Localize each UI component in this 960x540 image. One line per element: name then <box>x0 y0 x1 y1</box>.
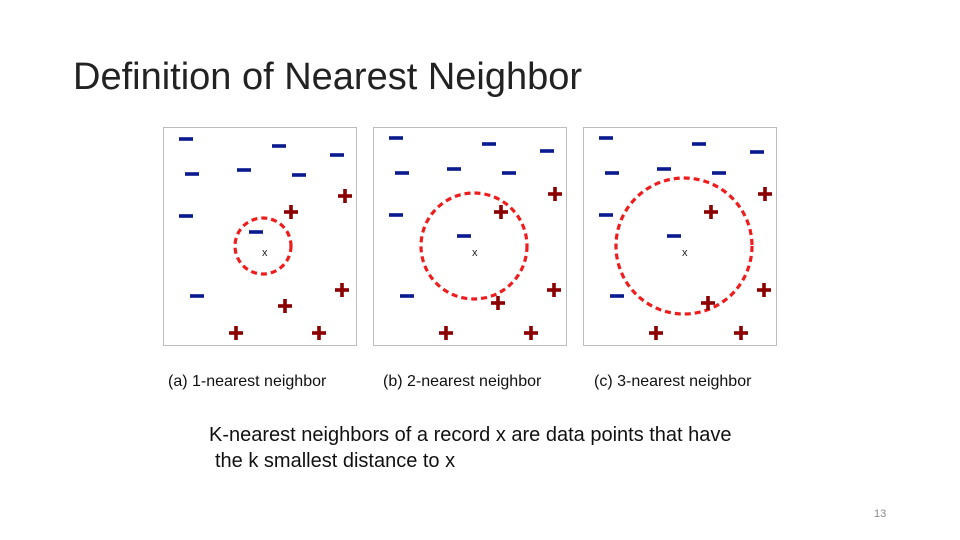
minus-point <box>330 153 344 157</box>
minus-point <box>237 168 251 172</box>
plus-point <box>312 326 326 340</box>
plus-point <box>734 326 748 340</box>
plus-point <box>229 326 243 340</box>
minus-point <box>249 230 263 234</box>
plus-point <box>649 326 663 340</box>
panel-1nn-plot: x <box>179 137 352 340</box>
plus-point <box>757 283 771 297</box>
panel-2nn-plot: x <box>389 136 562 340</box>
plus-point <box>704 205 718 219</box>
minus-point <box>447 167 461 171</box>
minus-point <box>599 136 613 140</box>
panel-3nn: x <box>583 127 777 346</box>
plus-point <box>494 205 508 219</box>
minus-point <box>540 149 554 153</box>
caption-3nn: (c) 3-nearest neighbor <box>594 373 752 390</box>
definition-line-1: K-nearest neighbors of a record x are da… <box>209 424 732 446</box>
plus-point <box>701 296 715 310</box>
slide-title: Definition of Nearest Neighbor <box>73 56 583 98</box>
query-point-label: x <box>472 247 478 259</box>
caption-1nn: (a) 1-nearest neighbor <box>168 373 327 390</box>
minus-point <box>292 173 306 177</box>
plus-point <box>335 283 349 297</box>
minus-point <box>389 213 403 217</box>
minus-point <box>395 171 409 175</box>
minus-point <box>610 294 624 298</box>
minus-point <box>599 213 613 217</box>
plus-point <box>491 296 505 310</box>
plus-point <box>284 205 298 219</box>
definition-text: K-nearest neighbors of a record x are da… <box>209 422 732 474</box>
definition-line-2: the k smallest distance to x <box>215 450 456 472</box>
panel-3nn-plot: x <box>599 136 772 340</box>
plus-point <box>547 283 561 297</box>
minus-point <box>605 171 619 175</box>
neighborhood-circle <box>419 191 529 301</box>
plus-point <box>278 299 292 313</box>
minus-point <box>502 171 516 175</box>
plus-point <box>548 187 562 201</box>
page-number: 13 <box>874 508 887 520</box>
minus-point <box>272 144 286 148</box>
minus-point <box>692 142 706 146</box>
minus-point <box>400 294 414 298</box>
minus-point <box>389 136 403 140</box>
minus-point <box>179 214 193 218</box>
minus-point <box>185 172 199 176</box>
query-point-label: x <box>262 247 268 259</box>
caption-2nn: (b) 2-nearest neighbor <box>383 373 542 390</box>
minus-point <box>667 234 681 238</box>
plus-point <box>758 187 772 201</box>
panel-1nn: x <box>163 127 357 346</box>
minus-point <box>179 137 193 141</box>
plus-point <box>524 326 538 340</box>
minus-point <box>750 150 764 154</box>
plus-point <box>439 326 453 340</box>
neighborhood-circle <box>614 176 754 316</box>
panel-2nn: x <box>373 127 567 346</box>
minus-point <box>482 142 496 146</box>
query-point-label: x <box>682 247 688 259</box>
neighborhood-circle <box>233 216 293 276</box>
minus-point <box>712 171 726 175</box>
plus-point <box>338 189 352 203</box>
minus-point <box>657 167 671 171</box>
minus-point <box>190 294 204 298</box>
minus-point <box>457 234 471 238</box>
